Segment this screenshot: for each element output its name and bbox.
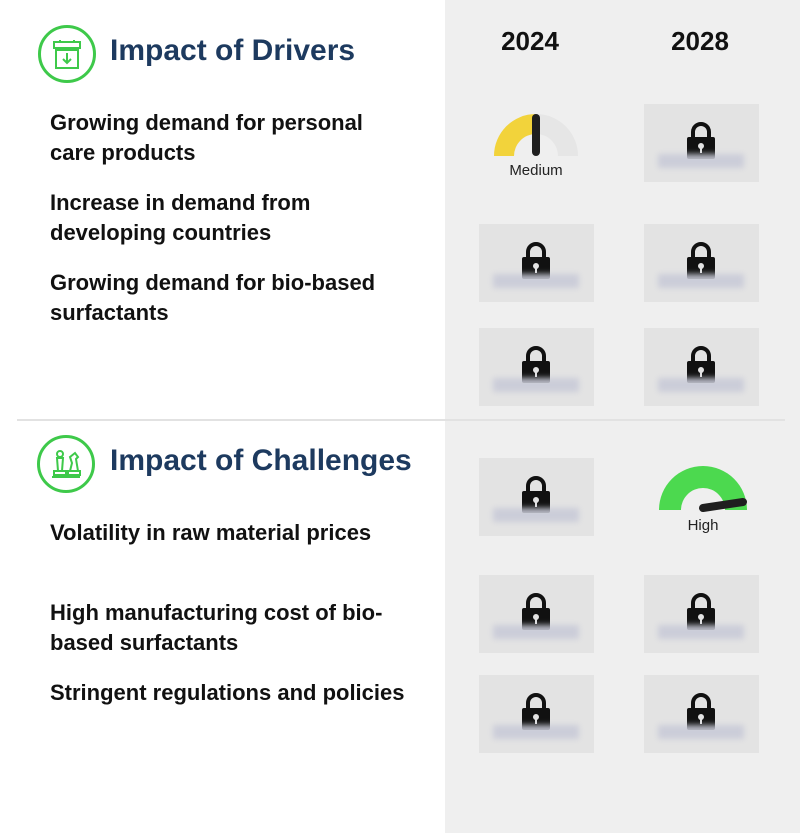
driver-item-1: Growing demand for personal care product… [50,110,363,165]
locked-cell[interactable] [644,675,759,753]
padlock-icon [522,346,550,383]
chess-pieces-icon [37,435,95,493]
padlock-icon [687,593,715,630]
padlock-icon [522,476,550,513]
drivers-title: Impact of Drivers [110,34,356,67]
driver-item-3: Growing demand for bio-based surfactants [50,270,376,325]
locked-cell[interactable] [479,328,594,406]
blurred-value [658,378,744,392]
blurred-value [493,625,579,639]
driver-item-2: Increase in demand from developing count… [50,190,311,245]
blurred-value [493,274,579,288]
padlock-icon [522,593,550,630]
blurred-value [658,725,744,739]
factory-icon [38,25,96,83]
gauge-label-medium: Medium [509,162,563,179]
gauge-label-high: High [687,517,719,534]
year-2028-header: 2028 [671,26,729,56]
impact-gauge-medium: Medium [486,108,586,188]
challenges-title: Impact of Challenges [110,444,412,477]
padlock-icon [687,693,715,730]
locked-cell[interactable] [644,575,759,653]
blurred-value [493,508,579,522]
challenge-item-1: Volatility in raw material prices [50,520,372,545]
locked-cell[interactable] [479,224,594,302]
challenge-item-3: Stringent regulations and policies [50,680,405,705]
locked-cell[interactable] [644,224,759,302]
padlock-icon [687,346,715,383]
challenge-item-2: High manufacturing cost of bio-based sur… [50,600,383,655]
year-2024-header: 2024 [501,26,559,56]
locked-cell[interactable] [479,458,594,536]
padlock-icon [522,242,550,279]
locked-cell[interactable] [644,104,759,182]
locked-cell[interactable] [479,675,594,753]
padlock-icon [687,122,715,159]
locked-cell[interactable] [644,328,759,406]
padlock-icon [687,242,715,279]
locked-cell[interactable] [479,575,594,653]
blurred-value [658,625,744,639]
blurred-value [493,378,579,392]
blurred-value [493,725,579,739]
impact-gauge-high: High [653,462,753,542]
blurred-value [658,274,744,288]
section-divider [17,419,785,421]
padlock-icon [522,693,550,730]
blurred-value [658,154,744,168]
